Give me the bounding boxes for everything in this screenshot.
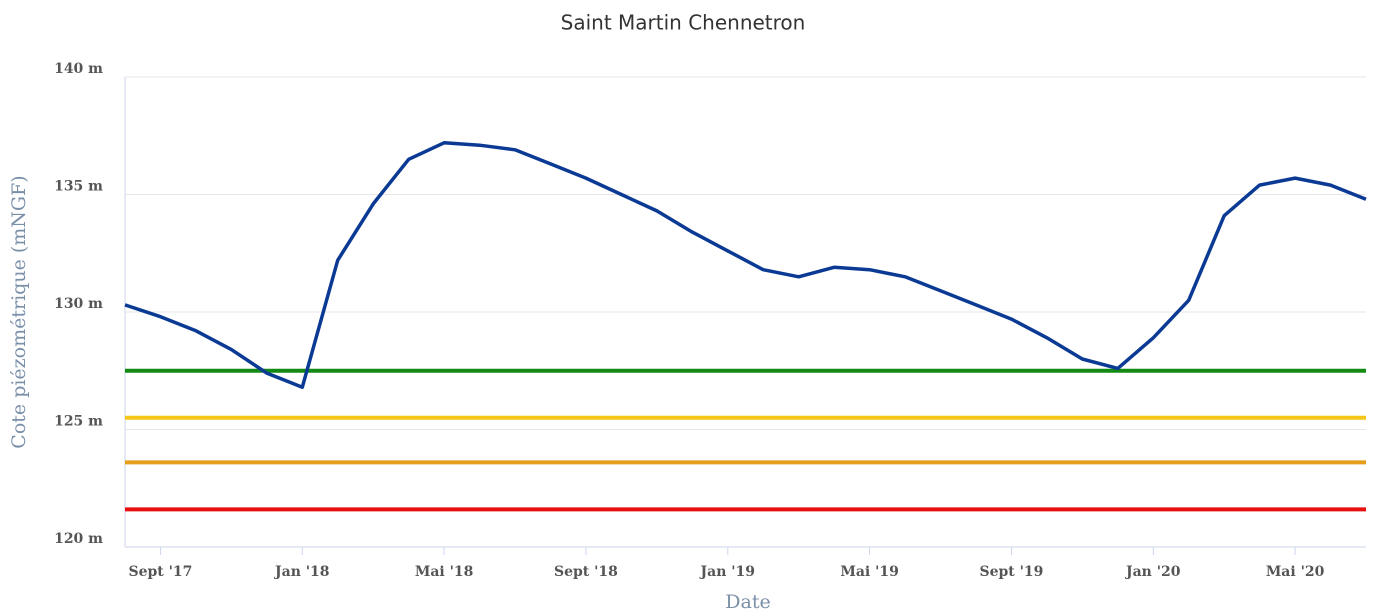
x-axis-title: Date [725,591,770,613]
y-tick-label: 120 m [54,531,103,547]
x-tick-label: Jan '18 [273,564,330,580]
x-tick-label: Jan '20 [1124,564,1181,580]
y-tick-label: 130 m [54,296,103,312]
x-tick-label: Mai '18 [415,564,474,580]
x-tick-label: Sept '18 [554,564,618,580]
y-tick-label: 125 m [54,414,103,430]
x-tick-label: Mai '20 [1266,564,1325,580]
x-tick-label: Mai '19 [840,564,899,580]
x-tick-label: Sept '19 [979,564,1043,580]
chart-title: Saint Martin Chennetron [561,11,806,35]
y-axis-title: Cote piézométrique (mNGF) [8,175,30,448]
x-tick-label: Jan '19 [699,564,756,580]
y-tick-label: 135 m [54,179,103,195]
y-tick-label: 140 m [54,61,103,77]
data-line [124,141,1367,389]
x-tick-label: Sept '17 [128,564,192,580]
